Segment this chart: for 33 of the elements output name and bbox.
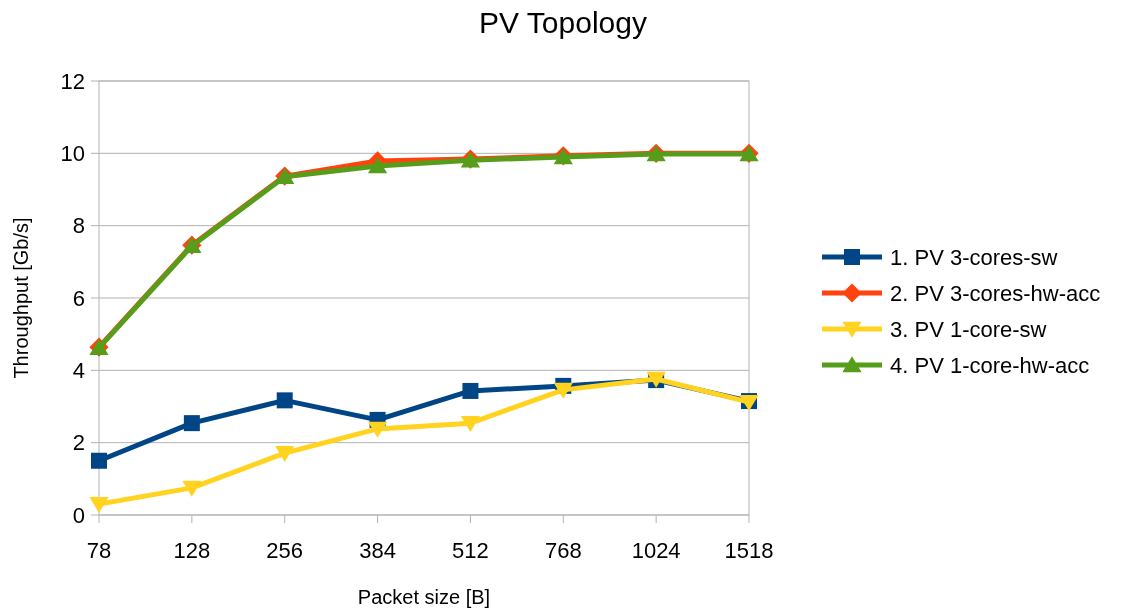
y-tick-label: 10: [60, 141, 85, 167]
point: [183, 415, 200, 432]
y-tick-label: 4: [72, 358, 85, 384]
y-tick-label: 8: [72, 213, 85, 239]
x-tick-label: 128: [173, 538, 211, 563]
point: [462, 382, 479, 399]
legend-label: 2. PV 3-cores-hw-acc: [890, 280, 1101, 306]
y-tick-label: 6: [72, 285, 85, 311]
point: [460, 415, 481, 432]
chart-title: PV Topology: [479, 6, 647, 39]
x-tick-label: 256: [266, 538, 304, 563]
point: [89, 496, 109, 513]
legend-label: 3. PV 1-core-sw: [890, 316, 1047, 342]
y-tick-label: 2: [72, 430, 85, 456]
x-tick-label: 1024: [631, 538, 681, 563]
y-tick-label: 0: [72, 502, 85, 528]
x-tick-label: 768: [544, 538, 582, 563]
y-axis-title: Throughput [Gb/s]: [10, 217, 32, 379]
y-tick-label: 12: [60, 68, 85, 94]
x-axis-title: Packet size [B]: [357, 586, 491, 608]
point: [91, 452, 107, 469]
legend-label: 1. PV 3-cores-sw: [890, 244, 1058, 270]
x-tick-label: 512: [452, 538, 489, 563]
x-tick-label: 384: [359, 538, 396, 563]
point: [182, 480, 202, 497]
legend-label: 4. PV 1-core-hw-acc: [890, 352, 1090, 378]
x-tick-label: 1518: [724, 538, 774, 563]
point: [367, 157, 388, 174]
point: [553, 382, 573, 399]
x-tick-label: 78: [86, 538, 112, 563]
point: [276, 392, 293, 409]
point: [275, 445, 295, 462]
point: [367, 421, 388, 438]
